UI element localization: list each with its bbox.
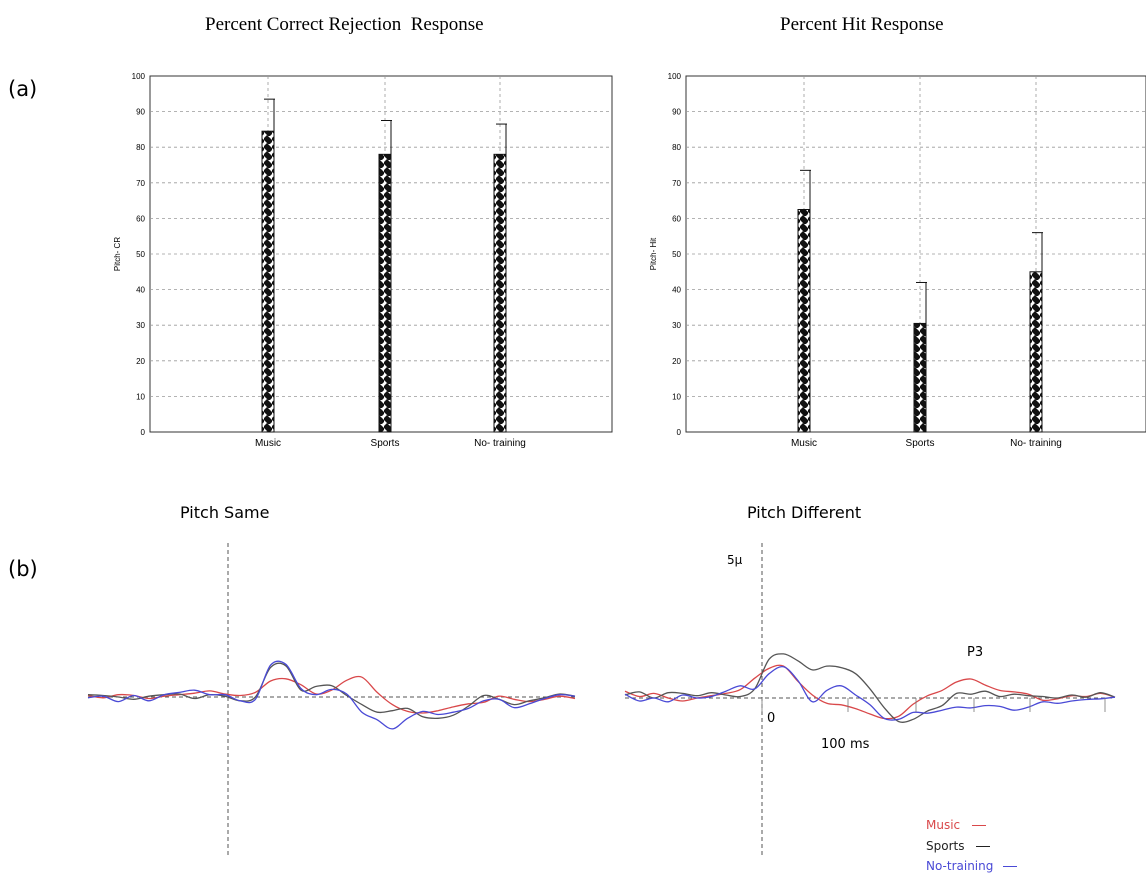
legend-label-sports: Sports (926, 839, 965, 853)
erp-line-sports (87, 662, 576, 720)
x-tick-label: Sports (371, 438, 400, 449)
y-tick-label: 100 (668, 72, 682, 81)
y-tick-label: 50 (672, 250, 681, 259)
erp-panel-1 (87, 543, 576, 855)
legend-label-music: Music (926, 818, 961, 832)
erp-line-no-training (624, 665, 1116, 721)
bar-no-training (493, 153, 507, 433)
legend-line-no-training (1003, 865, 1018, 868)
y-tick-label: 40 (136, 286, 145, 295)
y-tick-label: 0 (141, 428, 146, 437)
legend-label-no-training: No-training (926, 859, 994, 873)
erp-x-scale-label: 100 ms (821, 737, 870, 752)
y-tick-label: 100 (132, 72, 146, 81)
x-tick-label: Music (255, 438, 281, 449)
bar-music (797, 209, 811, 433)
y-tick-label: 10 (672, 392, 681, 401)
y-tick-label: 0 (677, 428, 682, 437)
legend-item-music: Music (926, 818, 986, 832)
erp-title-pitch-different: Pitch Different (747, 503, 862, 522)
y-tick-label: 90 (136, 108, 145, 117)
erp-panel-2 (624, 543, 1116, 855)
y-tick-label: 30 (672, 321, 681, 330)
y-tick-label: 50 (136, 250, 145, 259)
y-tick-label: 80 (672, 143, 681, 152)
erp-line-sports (624, 653, 1116, 723)
y-tick-label: 70 (672, 179, 681, 188)
bar-sports (378, 153, 392, 433)
erp-p3-annotation: P3 (967, 645, 984, 660)
y-tick-label: 90 (672, 108, 681, 117)
erp-line-music (87, 675, 576, 714)
y-tick-label: 30 (136, 321, 145, 330)
x-tick-label: Music (791, 438, 817, 449)
y-tick-label: 70 (136, 179, 145, 188)
erp-line-music (624, 664, 1116, 720)
bar-sports (913, 322, 927, 433)
y-tick-label: 60 (136, 214, 145, 223)
bar-music (261, 130, 275, 433)
chart-title-hit: Percent Hit Response (780, 14, 944, 35)
bar-no-training (1029, 271, 1043, 433)
legend-item-no-training: No-training (926, 859, 1018, 873)
legend-item-sports: Sports (926, 839, 991, 853)
y-tick-label: 60 (672, 214, 681, 223)
y-axis-label: Pitch- CR (113, 237, 122, 271)
chart-title-correct-rejection: Percent Correct Rejection Response (205, 14, 484, 35)
erp-title-pitch-same: Pitch Same (180, 503, 270, 522)
bar-chart-1: 0 10 20 30 40 50 60 70 80 90 100 Pitch- CR Music Spor… (113, 72, 613, 449)
y-tick-label: 80 (136, 143, 145, 152)
y-axis-label: Pitch- Hit (649, 237, 658, 270)
x-tick-label: No- training (1010, 438, 1062, 449)
x-tick-label: No- training (474, 438, 526, 449)
erp-ticks (761, 698, 1106, 712)
y-tick-label: 20 (672, 357, 681, 366)
erp-y-scale-label: 5µ (727, 553, 743, 567)
panel-label-a: (a) (8, 77, 38, 101)
x-tick-label: Sports (906, 438, 935, 449)
panel-label-b: (b) (8, 557, 38, 581)
y-tick-label: 40 (672, 286, 681, 295)
y-tick-label: 20 (136, 357, 145, 366)
legend-line-sports (976, 845, 991, 848)
erp-x-zero-label: 0 (767, 711, 776, 726)
bar-chart-2: 0 10 20 30 40 50 60 70 80 90 100 Pitch- Hit Music Spo… (649, 72, 1146, 449)
legend-line-music (971, 824, 986, 827)
erp-line-no-training (87, 660, 576, 730)
y-tick-label: 10 (136, 392, 145, 401)
